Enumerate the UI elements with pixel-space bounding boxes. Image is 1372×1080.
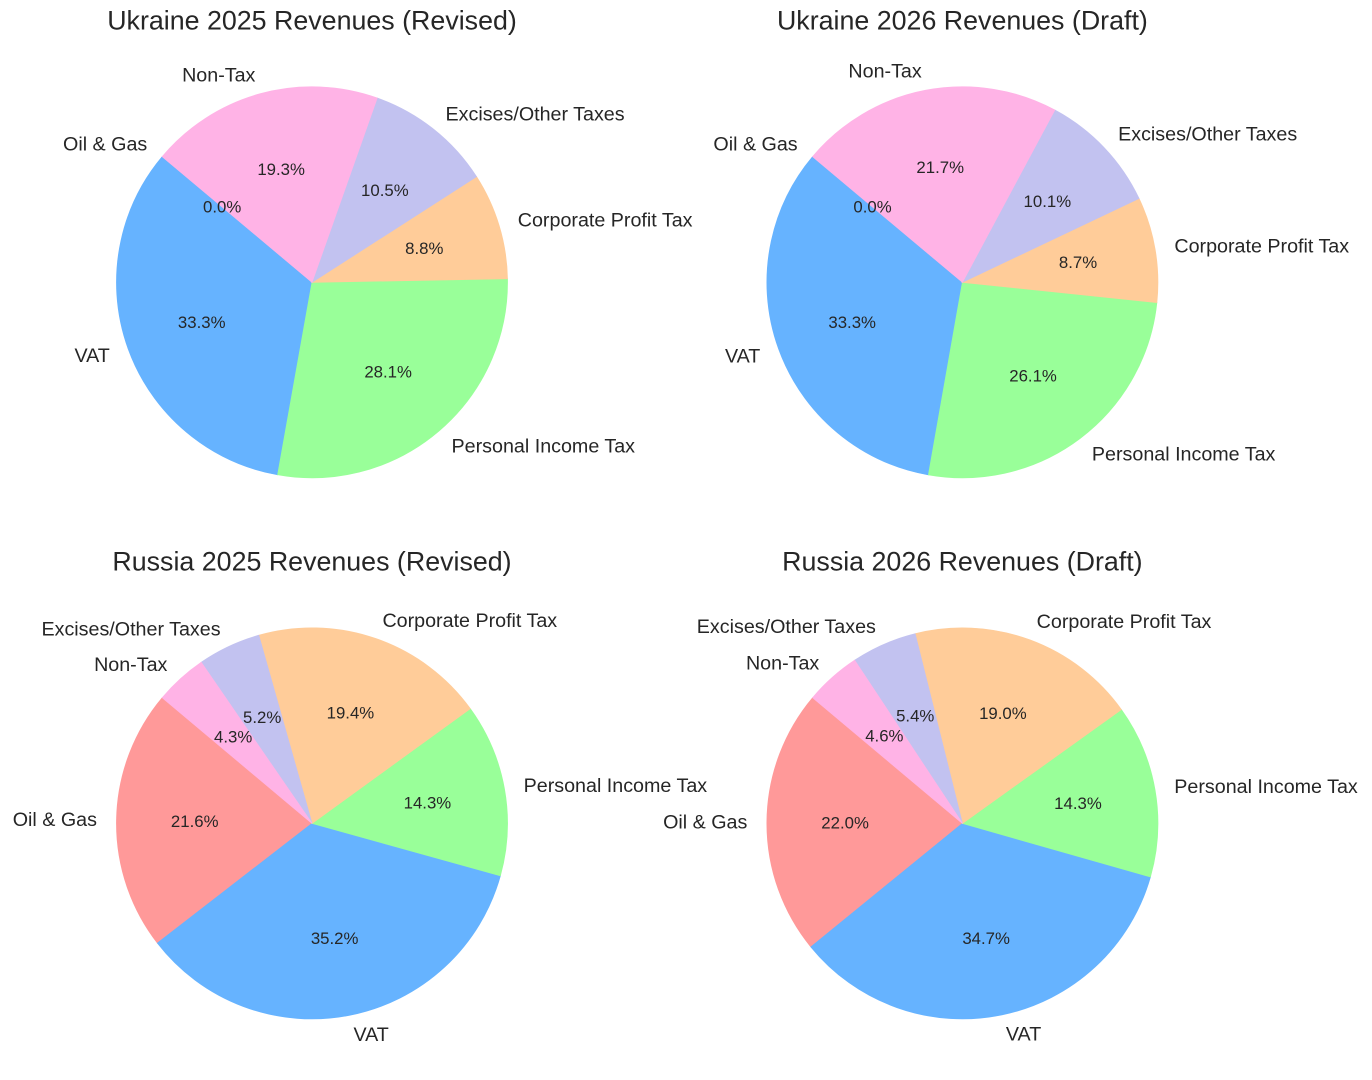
svg-text:Russia 2025 Revenues (Revised): Russia 2025 Revenues (Revised): [112, 546, 511, 576]
svg-text:VAT: VAT: [1006, 1024, 1041, 1046]
svg-text:Non-Tax: Non-Tax: [182, 64, 255, 86]
svg-text:Personal Income Tax: Personal Income Tax: [524, 775, 708, 797]
svg-text:VAT: VAT: [74, 345, 109, 367]
svg-text:4.3%: 4.3%: [214, 727, 252, 746]
svg-text:21.7%: 21.7%: [916, 158, 964, 177]
svg-text:Excises/Other Taxes: Excises/Other Taxes: [446, 103, 625, 125]
svg-text:Corporate Profit Tax: Corporate Profit Tax: [382, 610, 557, 632]
svg-text:19.4%: 19.4%: [327, 703, 375, 722]
svg-text:28.1%: 28.1%: [364, 362, 412, 381]
svg-text:35.2%: 35.2%: [311, 929, 359, 948]
svg-text:26.1%: 26.1%: [1009, 367, 1057, 386]
svg-text:Excises/Other Taxes: Excises/Other Taxes: [1118, 124, 1297, 146]
svg-text:Corporate Profit Tax: Corporate Profit Tax: [518, 209, 693, 231]
svg-text:Oil & Gas: Oil & Gas: [663, 812, 747, 834]
svg-text:34.7%: 34.7%: [962, 929, 1010, 948]
svg-text:0.0%: 0.0%: [853, 198, 891, 217]
svg-text:Oil & Gas: Oil & Gas: [63, 134, 147, 156]
svg-text:21.6%: 21.6%: [171, 812, 219, 831]
svg-text:14.3%: 14.3%: [1054, 794, 1102, 813]
svg-text:VAT: VAT: [725, 345, 760, 367]
svg-text:Ukraine 2025 Revenues (Revised: Ukraine 2025 Revenues (Revised): [107, 5, 517, 35]
svg-text:19.0%: 19.0%: [979, 704, 1027, 723]
svg-text:Non-Tax: Non-Tax: [746, 652, 819, 674]
svg-text:Non-Tax: Non-Tax: [848, 61, 921, 83]
svg-text:8.7%: 8.7%: [1059, 253, 1097, 272]
svg-text:Ukraine 2026 Revenues (Draft): Ukraine 2026 Revenues (Draft): [777, 5, 1148, 35]
svg-text:4.6%: 4.6%: [865, 727, 903, 746]
svg-text:Excises/Other Taxes: Excises/Other Taxes: [697, 616, 876, 638]
svg-text:5.4%: 5.4%: [896, 707, 934, 726]
svg-text:Corporate Profit Tax: Corporate Profit Tax: [1037, 611, 1212, 633]
svg-text:Personal Income Tax: Personal Income Tax: [1174, 776, 1358, 798]
svg-text:10.5%: 10.5%: [361, 181, 409, 200]
svg-text:VAT: VAT: [353, 1024, 388, 1046]
svg-text:33.3%: 33.3%: [828, 313, 876, 332]
svg-text:Corporate Profit Tax: Corporate Profit Tax: [1174, 236, 1349, 258]
svg-text:22.0%: 22.0%: [821, 813, 869, 832]
svg-text:8.8%: 8.8%: [405, 239, 443, 258]
svg-text:14.3%: 14.3%: [404, 793, 452, 812]
svg-text:Russia 2026 Revenues (Draft): Russia 2026 Revenues (Draft): [782, 546, 1142, 576]
svg-text:Oil & Gas: Oil & Gas: [13, 809, 97, 831]
svg-text:Personal Income Tax: Personal Income Tax: [1092, 444, 1276, 466]
svg-text:Excises/Other Taxes: Excises/Other Taxes: [41, 618, 220, 640]
svg-text:Personal Income Tax: Personal Income Tax: [452, 436, 636, 458]
svg-text:Oil & Gas: Oil & Gas: [713, 134, 797, 156]
svg-text:0.0%: 0.0%: [203, 198, 241, 217]
svg-text:5.2%: 5.2%: [243, 708, 281, 727]
svg-text:33.3%: 33.3%: [178, 313, 226, 332]
svg-text:10.1%: 10.1%: [1024, 192, 1072, 211]
svg-text:Non-Tax: Non-Tax: [94, 654, 167, 676]
svg-text:19.3%: 19.3%: [257, 160, 305, 179]
